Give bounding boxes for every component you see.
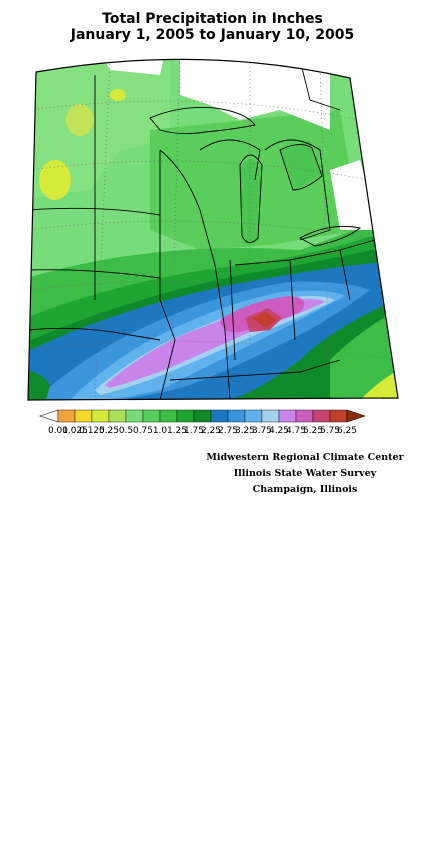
- legend-swatch: [295, 409, 314, 423]
- legend-swatch: [329, 409, 348, 423]
- legend-tick-label: 2.75: [218, 426, 238, 436]
- precip-fill-layer: [28, 59, 398, 401]
- precipitation-map: [27, 58, 399, 401]
- legend-swatch: [91, 409, 110, 423]
- credit-line-2: Illinois State Water Survey: [233, 468, 377, 479]
- legend-tick-label: 5.25: [303, 426, 323, 436]
- legend-tick-label: 4.75: [286, 426, 306, 436]
- map-frame: [27, 58, 399, 401]
- map-title-line1: Total Precipitation in Inches: [102, 11, 323, 27]
- legend-swatch: [244, 409, 263, 423]
- legend-tick-label: 5.75: [320, 426, 340, 436]
- legend-tick-label: 1.25: [167, 426, 187, 436]
- credit-line-3: Champaign, Illinois: [252, 484, 358, 495]
- legend-swatch: [278, 409, 297, 423]
- credit-line-1: Midwestern Regional Climate Center: [206, 452, 404, 463]
- legend-tick-label: 0.75: [133, 426, 153, 436]
- legend-swatch: [74, 409, 93, 423]
- legend-tick-label: 0.01: [48, 426, 68, 436]
- legend-tick-label: 1.0: [153, 426, 168, 436]
- legend-swatch: [210, 409, 229, 423]
- legend-color-bar: [39, 409, 366, 423]
- graticule: [29, 59, 396, 401]
- legend-arrow-low: [39, 409, 59, 423]
- legend-swatch: [193, 409, 212, 423]
- legend-swatch: [159, 409, 178, 423]
- legend-swatch: [227, 409, 246, 423]
- legend-tick-label: 3.25: [235, 426, 255, 436]
- legend-tick-label: 3.75: [252, 426, 272, 436]
- map-title-line2: January 1, 2005 to January 10, 2005: [70, 27, 355, 43]
- legend-swatch: [312, 409, 331, 423]
- legend-swatch: [261, 409, 280, 423]
- legend-tick-label: 1.75: [184, 426, 204, 436]
- legend-swatch: [57, 409, 76, 423]
- legend-tick-label: 2.25: [201, 426, 221, 436]
- legend-tick-label: 0.25: [99, 426, 119, 436]
- legend-tick-label: 0.025: [62, 426, 88, 436]
- legend-swatch: [108, 409, 127, 423]
- legend-tick-label: 0.5: [119, 426, 133, 436]
- legend-tick-label: 6.25: [337, 426, 357, 436]
- great-lakes-outline: [149, 107, 362, 247]
- legend-swatch: [125, 409, 144, 423]
- legend-swatch: [142, 409, 161, 423]
- legend-swatch: [176, 409, 195, 423]
- legend-tick-label: 4.25: [269, 426, 289, 436]
- legend-tick-label: 0.125: [79, 426, 105, 436]
- legend-arrow-high: [346, 409, 366, 423]
